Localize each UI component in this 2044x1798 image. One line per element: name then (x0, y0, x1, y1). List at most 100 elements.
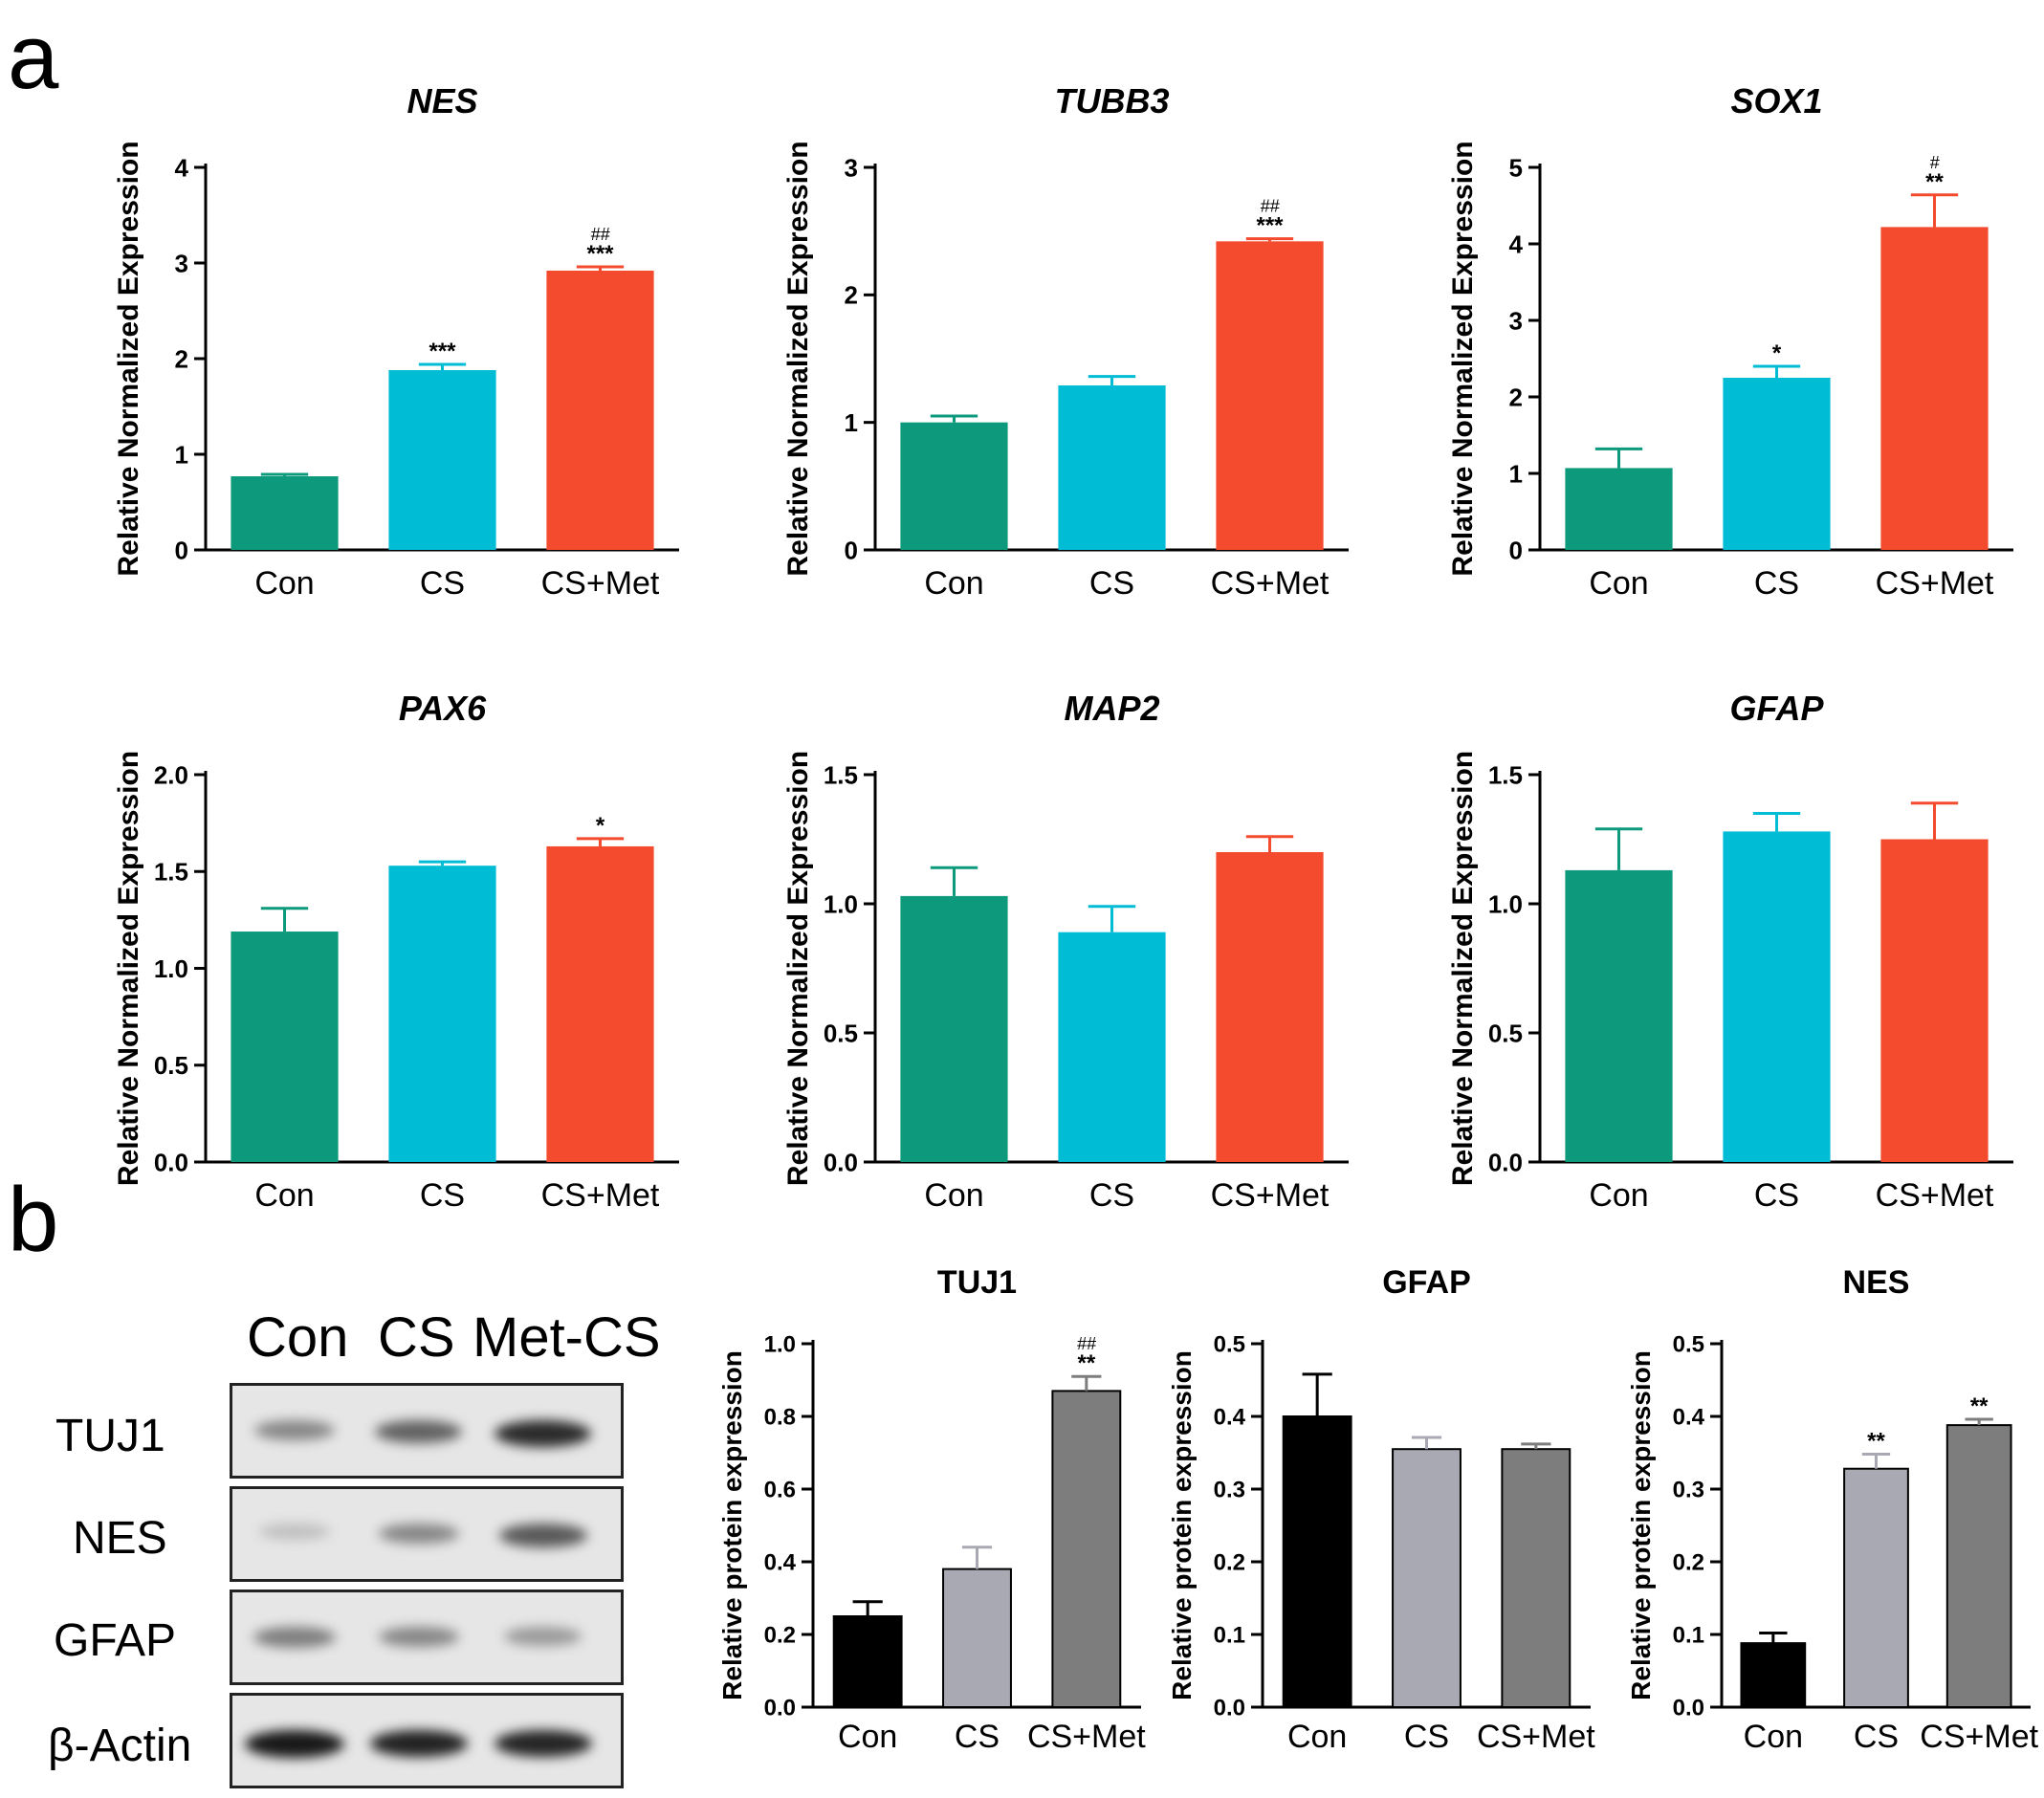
y-tick-label: 0.1 (1673, 1623, 1704, 1649)
bar (1216, 852, 1324, 1162)
blot-band (258, 1523, 331, 1541)
x-category-label: CS+Met (1211, 1177, 1330, 1214)
significance-label: *** (429, 339, 456, 364)
chart-title: GFAP (1382, 1264, 1471, 1301)
blot-label-nes: NES (73, 1513, 167, 1564)
y-axis-label: Relative protein expression (1626, 1350, 1656, 1700)
x-category-label: CS (420, 1177, 465, 1214)
y-axis-label: Relative Normalized Expression (1447, 141, 1479, 576)
bar (388, 370, 496, 550)
blot-strip-nes (230, 1486, 624, 1582)
bar (942, 1568, 1012, 1708)
x-category-label: CS (1089, 565, 1134, 602)
y-tick-label: 5 (1509, 153, 1523, 182)
y-tick-label: 0.3 (1673, 1478, 1704, 1503)
y-tick-label: 0.3 (1214, 1478, 1245, 1503)
y-tick-label: 0.5 (1488, 1019, 1523, 1047)
y-tick-label: 1.0 (154, 954, 188, 983)
y-axis-label: Relative Normalized Expression (782, 141, 814, 576)
x-category-label: CS+Met (541, 565, 660, 602)
y-tick-label: 3 (1509, 306, 1523, 335)
x-category-label: CS+Met (1876, 565, 1994, 602)
x-category-label: CS+Met (1477, 1719, 1595, 1755)
bar (1843, 1467, 1909, 1708)
y-tick-label: 1 (1509, 459, 1523, 488)
x-category-label: Con (254, 565, 314, 602)
bar (1723, 831, 1831, 1162)
x-category-label: CS+Met (1211, 565, 1330, 602)
bar (1051, 1390, 1122, 1708)
blot-band (504, 1626, 582, 1646)
x-category-label: CS (1089, 1177, 1134, 1214)
significance-label-secondary: ## (590, 225, 610, 244)
y-tick-label: 0.0 (824, 1148, 858, 1176)
x-category-label: Con (254, 1177, 314, 1214)
blot-label-beta-actin: β-Actin (48, 1721, 192, 1771)
blot-band (498, 1523, 588, 1547)
blot-band (253, 1626, 336, 1648)
bar (388, 866, 496, 1162)
y-tick-label: 0.5 (824, 1019, 858, 1047)
chart-title: TUJ1 (937, 1264, 1017, 1301)
chart-protein-tuj1: TUJ1 Relative protein expression 0.0 0.2 0.4… (717, 1264, 1146, 1755)
bar (1740, 1642, 1807, 1708)
significance-label: * (596, 813, 605, 839)
y-tick-label: 0.0 (1214, 1696, 1245, 1721)
y-tick-label: 0.8 (764, 1405, 796, 1431)
y-tick-label: 0.2 (1214, 1550, 1245, 1576)
significance-label: ** (1077, 1350, 1095, 1376)
significance-label-secondary: ## (1077, 1334, 1097, 1353)
bar (1216, 241, 1324, 551)
panel-label-a: a (8, 6, 59, 108)
blot-band (494, 1729, 592, 1758)
y-tick-label: 0.5 (1214, 1332, 1245, 1358)
y-axis-label: Relative Normalized Expression (1447, 751, 1479, 1186)
y-tick-label: 1.0 (764, 1332, 796, 1358)
x-category-label: CS (955, 1719, 1000, 1755)
y-tick-label: 0.0 (764, 1696, 796, 1721)
chart-qpcr-nes: NES Relative Normalized Expression 0 1 2 3 4 Co… (113, 81, 679, 602)
x-category-label: CS+Met (541, 1177, 660, 1214)
y-tick-label: 0.4 (1673, 1405, 1705, 1431)
y-tick-label: 0.6 (764, 1478, 796, 1503)
bar (832, 1615, 903, 1708)
y-tick-label: 4 (1509, 230, 1524, 258)
y-axis-label: Relative Normalized Expression (113, 751, 144, 1186)
chart-title: MAP2 (1064, 689, 1159, 728)
blot-strip-gfap (230, 1590, 624, 1685)
x-category-label: CS (1754, 565, 1799, 602)
bar (231, 932, 339, 1162)
y-tick-label: 0.5 (154, 1051, 188, 1080)
x-category-label: Con (838, 1719, 897, 1755)
x-category-label: CS+Met (1876, 1177, 1994, 1214)
y-tick-label: 0.4 (764, 1550, 797, 1576)
y-tick-label: 0 (845, 536, 858, 564)
x-category-label: Con (924, 1177, 983, 1214)
bar (900, 422, 1008, 550)
significance-label: ** (1867, 1429, 1885, 1455)
significance-label-secondary: # (1929, 153, 1940, 172)
chart-qpcr-map2: MAP2 Relative Normalized Expression 0.0 0.5… (782, 689, 1349, 1214)
x-category-label: CS (1754, 1177, 1799, 1214)
significance-label: ** (1925, 169, 1944, 195)
x-category-label: CS (1404, 1719, 1449, 1755)
significance-label: *** (586, 241, 614, 267)
bar (1945, 1424, 2012, 1708)
bar (1058, 385, 1166, 550)
y-tick-label: 0.2 (764, 1623, 796, 1649)
bar (1565, 468, 1673, 550)
y-tick-label: 0.1 (1214, 1623, 1245, 1649)
x-category-label: Con (924, 565, 983, 602)
significance-label: * (1772, 340, 1782, 366)
blot-band (378, 1626, 460, 1648)
blot-label-gfap: GFAP (54, 1615, 177, 1666)
y-tick-label: 0.5 (1673, 1332, 1704, 1358)
bar (1501, 1448, 1571, 1708)
y-tick-label: 0.4 (1214, 1405, 1246, 1431)
bar (546, 845, 654, 1162)
blot-band (369, 1729, 469, 1758)
y-tick-label: 2 (1509, 383, 1523, 411)
chart-title: GFAP (1729, 689, 1824, 728)
chart-qpcr-gfap: GFAP Relative Normalized Expression 0.0 0.5… (1447, 689, 2013, 1214)
y-tick-label: 0 (175, 536, 188, 564)
